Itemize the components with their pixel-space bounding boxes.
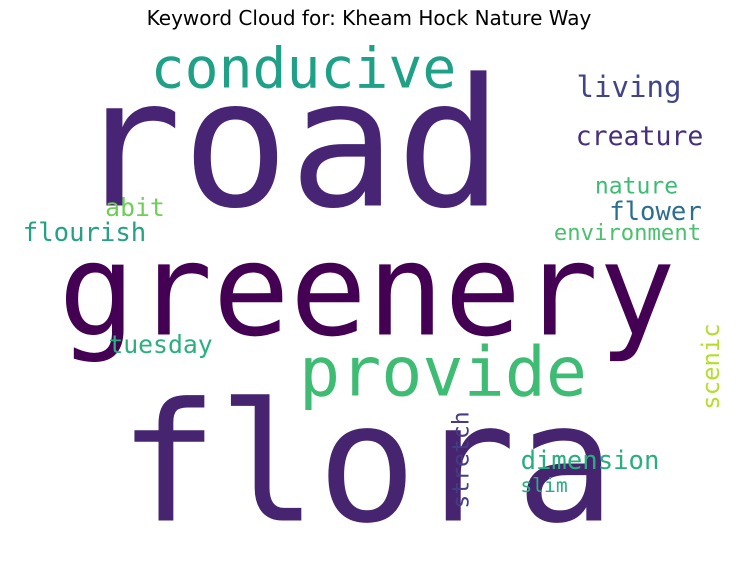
word-conducive: conducive [151, 37, 457, 102]
word-slim: slim [520, 474, 567, 497]
word-environment: environment [554, 220, 701, 246]
word-road: road [75, 41, 503, 248]
word-nature: nature [595, 174, 678, 200]
word-flower: flower [609, 197, 702, 227]
word-stretch: stretch [449, 411, 475, 508]
word-living: living [577, 70, 682, 104]
word-flourish: flourish [23, 218, 146, 248]
word-flora: flora [119, 368, 616, 560]
word-scenic: scenic [697, 323, 725, 409]
word-greenery: greenery [58, 217, 675, 366]
word-tuesday: tuesday [108, 330, 212, 359]
word-dimension: dimension [521, 446, 660, 476]
word-abit: abit [105, 193, 165, 222]
word-creature: creature [576, 121, 704, 152]
chart-title: Keyword Cloud for: Kheam Hock Nature Way [146, 6, 592, 30]
word-provide: provide [299, 334, 587, 413]
